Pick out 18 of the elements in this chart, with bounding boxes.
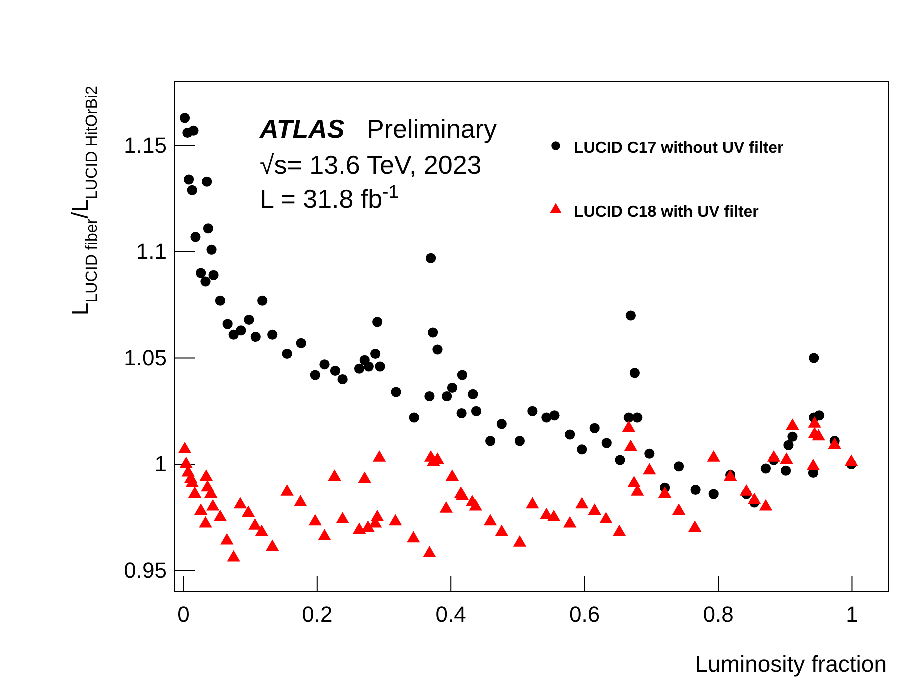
x-tick-label: 1 <box>846 602 858 627</box>
annotation: √s= 13.6 TeV, 2023 <box>260 150 482 180</box>
y-tick-label: 0.95 <box>124 558 167 583</box>
y-tick-label: 1.05 <box>124 345 167 370</box>
annotation: ATLAS <box>259 114 346 144</box>
x-axis-title: Luminosity fraction <box>695 651 887 677</box>
x-tick-label: 0.4 <box>436 602 466 627</box>
annotation: L = 31.8 fb$^{-1}$ <box>260 182 399 214</box>
y-tick-label: 1.1 <box>136 239 167 264</box>
x-tick-label: 0.6 <box>570 602 600 627</box>
x-tick-label: 0.8 <box>703 602 734 627</box>
y-tick-label: 1 <box>154 452 167 477</box>
legend-label: LUCID C17 without UV filter <box>574 140 784 157</box>
y-tick-label: 1.15 <box>124 132 167 158</box>
x-tick-label: 0 <box>178 602 190 627</box>
x-tick-label: 0.2 <box>302 602 333 627</box>
legend-label: LUCID C18 with UV filter <box>574 204 759 221</box>
annotation: Preliminary <box>367 114 498 144</box>
